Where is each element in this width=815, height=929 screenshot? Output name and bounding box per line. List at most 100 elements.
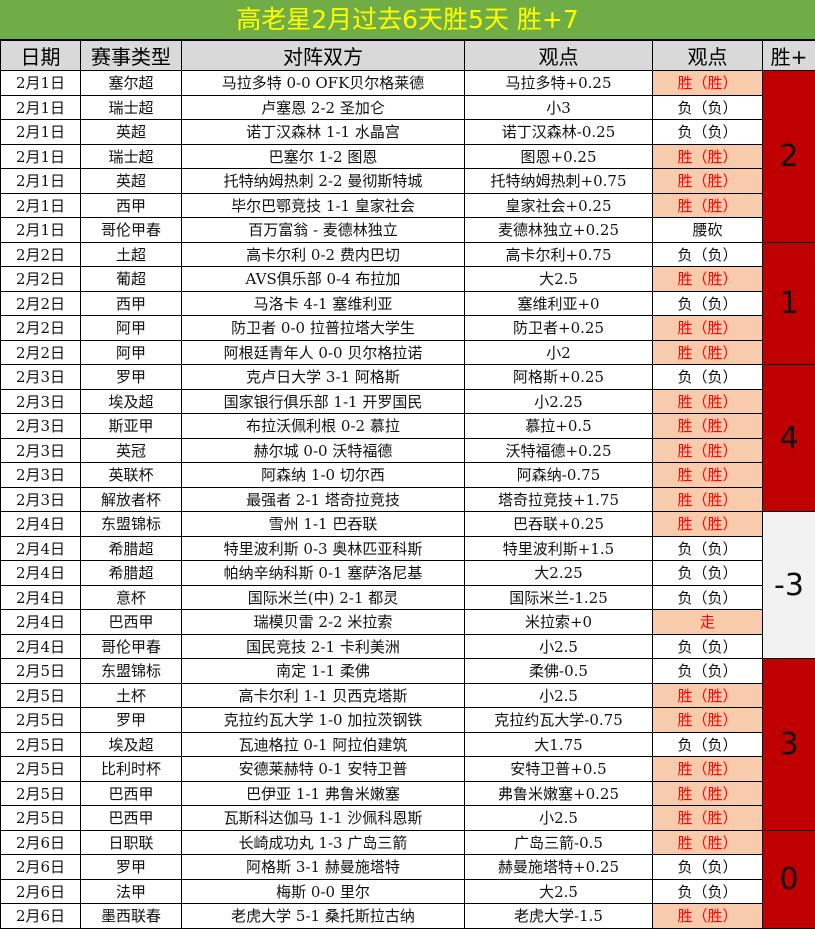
league-cell: 哥伦甲春 (81, 218, 182, 243)
pick-cell: 特里波利斯+1.5 (465, 536, 653, 561)
match-cell: 赫尔城 0-0 沃特福德 (182, 438, 465, 463)
match-cell: 长崎成功丸 1-3 广岛三箭 (182, 830, 465, 855)
date-cell: 2月6日 (1, 830, 81, 855)
match-cell: 梅斯 0-0 里尔 (182, 879, 465, 904)
match-cell: 防卫者 0-0 拉普拉塔大学生 (182, 316, 465, 341)
pick-cell: 大2.25 (465, 561, 653, 586)
pick-cell: 米拉索+0 (465, 610, 653, 635)
pick-cell: 弗鲁米嫩塞+0.25 (465, 781, 653, 806)
league-cell: 希腊超 (81, 561, 182, 586)
league-cell: 罗甲 (81, 855, 182, 880)
result-cell: 负（负） (653, 732, 763, 757)
header-match: 对阵双方 (182, 41, 465, 71)
date-cell: 2月3日 (1, 438, 81, 463)
result-cell: 负（负） (653, 634, 763, 659)
date-cell: 2月1日 (1, 218, 81, 243)
date-cell: 2月3日 (1, 487, 81, 512)
pick-cell: 阿格斯+0.25 (465, 365, 653, 390)
league-cell: 罗甲 (81, 365, 182, 390)
date-cell: 2月2日 (1, 291, 81, 316)
match-cell: 瓦斯科达伽马 1-1 沙佩科恩斯 (182, 806, 465, 831)
date-cell: 2月1日 (1, 120, 81, 145)
date-cell: 2月5日 (1, 806, 81, 831)
pick-cell: 诺丁汉森林-0.25 (465, 120, 653, 145)
pick-cell: 大2.5 (465, 267, 653, 292)
league-cell: 西甲 (81, 193, 182, 218)
pick-cell: 马拉多特+0.25 (465, 71, 653, 96)
result-cell: 负（负） (653, 561, 763, 586)
date-cell: 2月6日 (1, 855, 81, 880)
result-cell: 腰砍 (653, 218, 763, 243)
result-cell: 胜（胜） (653, 463, 763, 488)
pick-cell: 麦德林独立+0.25 (465, 218, 653, 243)
match-cell: 克拉约瓦大学 1-0 加拉茨钢铁 (182, 708, 465, 733)
match-cell: 卢塞恩 2-2 圣加仑 (182, 95, 465, 120)
pick-cell: 沃特福德+0.25 (465, 438, 653, 463)
match-cell: 老虎大学 5-1 桑托斯拉古纳 (182, 904, 465, 929)
pick-cell: 图恩+0.25 (465, 144, 653, 169)
pick-cell: 柔佛-0.5 (465, 659, 653, 684)
result-cell: 负（负） (653, 855, 763, 880)
result-cell: 胜（胜） (653, 806, 763, 831)
date-cell: 2月6日 (1, 879, 81, 904)
match-cell: 国家银行俱乐部 1-1 开罗国民 (182, 389, 465, 414)
match-cell: 国民竞技 2-1 卡利美洲 (182, 634, 465, 659)
pick-cell: 巴吞联+0.25 (465, 512, 653, 537)
date-cell: 2月3日 (1, 463, 81, 488)
pick-cell: 小2.5 (465, 806, 653, 831)
result-cell: 负（负） (653, 659, 763, 684)
league-cell: 土杯 (81, 683, 182, 708)
result-cell: 胜（胜） (653, 781, 763, 806)
daily-net-wins: -3 (763, 512, 815, 659)
header-league: 赛事类型 (81, 41, 182, 71)
pick-cell: 小3 (465, 95, 653, 120)
pick-cell: 安特卫普+0.5 (465, 757, 653, 782)
date-cell: 2月2日 (1, 316, 81, 341)
match-cell: 阿格斯 3-1 赫曼施塔特 (182, 855, 465, 880)
date-cell: 2月1日 (1, 144, 81, 169)
result-cell: 负（负） (653, 585, 763, 610)
league-cell: 巴西甲 (81, 806, 182, 831)
header-pick: 观点 (465, 41, 653, 71)
league-cell: 日职联 (81, 830, 182, 855)
date-cell: 2月3日 (1, 414, 81, 439)
header-date: 日期 (1, 41, 81, 71)
date-cell: 2月2日 (1, 267, 81, 292)
date-cell: 2月1日 (1, 193, 81, 218)
league-cell: 埃及超 (81, 732, 182, 757)
match-cell: 毕尔巴鄂竞技 1-1 皇家社会 (182, 193, 465, 218)
match-cell: 帕纳辛纳科斯 0-1 塞萨洛尼基 (182, 561, 465, 586)
date-cell: 2月1日 (1, 169, 81, 194)
league-cell: 解放者杯 (81, 487, 182, 512)
result-cell: 胜（胜） (653, 169, 763, 194)
league-cell: 罗甲 (81, 708, 182, 733)
league-cell: 墨西联春 (81, 904, 182, 929)
pick-cell: 小2.25 (465, 389, 653, 414)
daily-net-wins: 3 (763, 659, 815, 831)
date-cell: 2月5日 (1, 757, 81, 782)
result-cell: 胜（胜） (653, 757, 763, 782)
match-cell: 阿根廷青年人 0-0 贝尔格拉诺 (182, 340, 465, 365)
pick-cell: 国际米兰-1.25 (465, 585, 653, 610)
pick-cell: 塔奇拉竞技+1.75 (465, 487, 653, 512)
league-cell: 东盟锦标 (81, 512, 182, 537)
pick-cell: 托特纳姆热刺+0.75 (465, 169, 653, 194)
league-cell: 法甲 (81, 879, 182, 904)
result-cell: 走 (653, 610, 763, 635)
league-cell: 土超 (81, 242, 182, 267)
league-cell: 斯亚甲 (81, 414, 182, 439)
result-cell: 胜（胜） (653, 316, 763, 341)
